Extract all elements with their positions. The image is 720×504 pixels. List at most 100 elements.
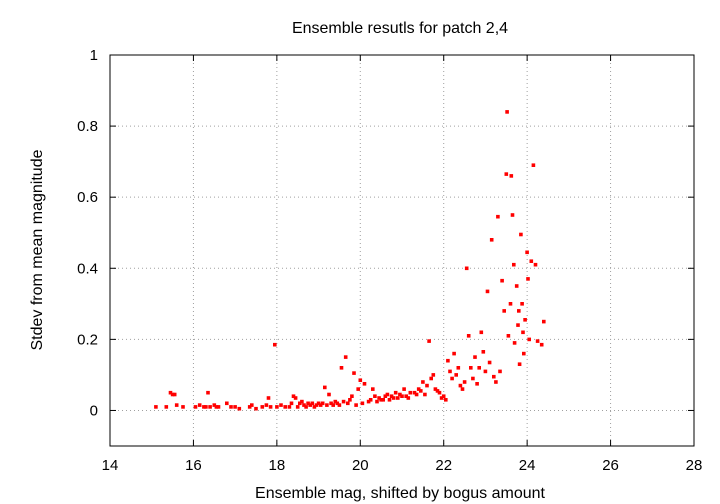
data-point	[363, 382, 367, 386]
data-point	[283, 405, 287, 409]
data-point	[269, 405, 273, 409]
data-point	[471, 377, 475, 381]
data-point	[373, 394, 377, 398]
data-point	[344, 355, 348, 359]
data-point	[415, 393, 419, 397]
data-point	[530, 259, 534, 263]
data-point	[265, 403, 269, 407]
data-point	[402, 387, 406, 391]
data-point	[369, 398, 373, 402]
data-point	[517, 309, 521, 313]
data-point	[442, 394, 446, 398]
data-point	[427, 339, 431, 343]
data-point	[486, 290, 490, 294]
data-point	[482, 350, 486, 354]
data-point	[279, 403, 283, 407]
data-point	[467, 334, 471, 338]
data-point	[361, 402, 365, 406]
data-point	[527, 338, 531, 342]
chart-title: Ensemble resutls for patch 2,4	[292, 20, 508, 37]
data-point	[425, 384, 429, 388]
data-point	[525, 251, 529, 255]
y-tick-label: 0	[90, 402, 98, 419]
data-point	[352, 371, 356, 375]
data-point	[300, 400, 304, 404]
data-point	[381, 398, 385, 402]
data-point	[267, 396, 271, 400]
data-point	[432, 373, 436, 377]
data-point	[450, 377, 454, 381]
data-point	[469, 366, 473, 370]
data-point	[542, 320, 546, 324]
data-point	[273, 343, 277, 347]
data-point	[165, 405, 169, 409]
x-tick-label: 18	[269, 457, 286, 474]
data-point	[154, 405, 158, 409]
data-point	[371, 387, 375, 391]
data-point	[238, 407, 242, 411]
data-point	[386, 393, 390, 397]
data-point	[521, 331, 525, 335]
data-point	[175, 403, 179, 407]
x-tick-label: 28	[686, 457, 703, 474]
data-point	[421, 380, 425, 384]
data-point	[331, 403, 335, 407]
data-point	[350, 394, 354, 398]
data-point	[407, 396, 411, 400]
data-point	[409, 391, 413, 395]
data-point	[311, 402, 315, 406]
data-point	[204, 405, 208, 409]
data-point	[519, 233, 523, 237]
data-point	[534, 263, 538, 267]
data-point	[419, 389, 423, 393]
data-point	[510, 174, 514, 178]
data-point	[477, 366, 481, 370]
data-point	[233, 405, 237, 409]
data-point	[225, 402, 229, 406]
data-point	[423, 393, 427, 397]
data-point	[536, 339, 540, 343]
data-point	[173, 393, 177, 397]
data-point	[463, 380, 467, 384]
data-point	[532, 163, 536, 167]
data-point	[507, 334, 511, 338]
data-point	[515, 284, 519, 288]
data-point	[505, 172, 509, 176]
data-point	[254, 407, 258, 411]
data-point	[217, 405, 221, 409]
x-tick-label: 14	[102, 457, 119, 474]
y-tick-label: 0.2	[77, 331, 98, 348]
data-point	[540, 343, 544, 347]
data-point	[446, 359, 450, 363]
x-axis-label: Ensemble mag, shifted by bogus amount	[255, 485, 546, 502]
data-point	[526, 277, 530, 281]
data-point	[438, 391, 442, 395]
data-point	[359, 378, 363, 382]
y-tick-label: 1	[90, 47, 98, 64]
data-point	[518, 362, 522, 366]
plot-frame	[110, 55, 694, 446]
axis-ticks: 0 0.2 0.4 0.6 0.8 1 14 16 18 20 22 24 26 28	[77, 47, 702, 474]
data-point	[354, 403, 358, 407]
data-point	[513, 341, 517, 345]
y-axis-label: Stdev from mean magnitude	[29, 149, 46, 350]
data-point	[342, 400, 346, 404]
data-point	[454, 373, 458, 377]
data-points	[154, 110, 545, 410]
data-point	[473, 355, 477, 359]
x-tick-label: 16	[185, 457, 202, 474]
data-point	[275, 405, 279, 409]
data-point	[484, 370, 488, 374]
data-point	[452, 352, 456, 356]
x-tick-label: 24	[519, 457, 536, 474]
y-tick-label: 0.4	[77, 260, 98, 277]
data-point	[229, 405, 233, 409]
data-point	[325, 403, 329, 407]
data-point	[523, 318, 527, 322]
data-point	[522, 352, 526, 356]
data-point	[490, 238, 494, 242]
data-point	[459, 384, 463, 388]
data-point	[340, 366, 344, 370]
x-tick-label: 20	[352, 457, 369, 474]
data-point	[511, 213, 515, 217]
